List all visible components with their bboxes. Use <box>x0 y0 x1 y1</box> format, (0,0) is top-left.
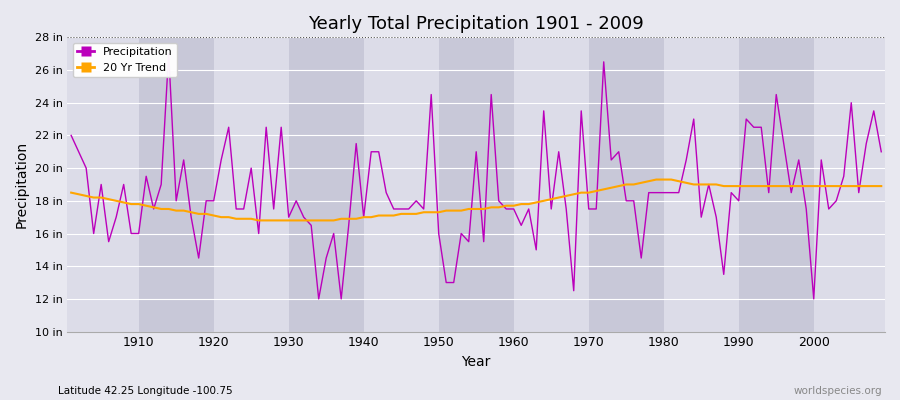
Bar <box>139 37 213 332</box>
Bar <box>213 37 289 332</box>
Y-axis label: Precipitation: Precipitation <box>15 141 29 228</box>
Bar <box>514 37 589 332</box>
Text: Latitude 42.25 Longitude -100.75: Latitude 42.25 Longitude -100.75 <box>58 386 233 396</box>
Bar <box>289 37 364 332</box>
Bar <box>739 37 814 332</box>
Text: worldspecies.org: worldspecies.org <box>794 386 882 396</box>
Title: Yearly Total Precipitation 1901 - 2009: Yearly Total Precipitation 1901 - 2009 <box>309 15 644 33</box>
Bar <box>64 37 139 332</box>
Bar <box>364 37 438 332</box>
Bar <box>438 37 514 332</box>
Legend: Precipitation, 20 Yr Trend: Precipitation, 20 Yr Trend <box>73 43 177 77</box>
X-axis label: Year: Year <box>462 355 490 369</box>
Bar <box>589 37 663 332</box>
Bar <box>814 37 889 332</box>
Bar <box>663 37 739 332</box>
